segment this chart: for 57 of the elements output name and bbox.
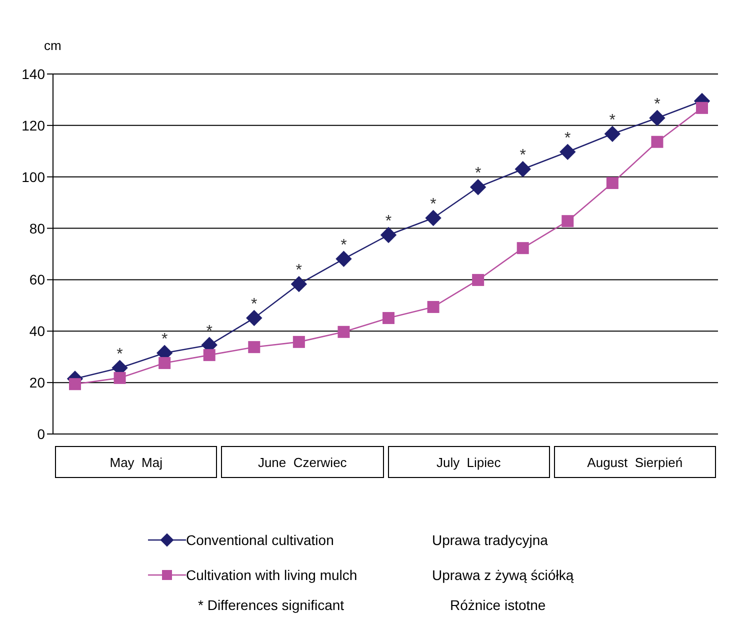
- text: Uprawa z żywą ściółką: [432, 566, 574, 582]
- data-label: *: [116, 346, 123, 363]
- point: [246, 310, 262, 326]
- point: [248, 341, 260, 354]
- point: [427, 300, 440, 313]
- point: [606, 177, 618, 190]
- point: [336, 250, 352, 267]
- point: [380, 226, 397, 244]
- data-label: *: [520, 147, 526, 164]
- y-tick-label: 60: [29, 272, 46, 288]
- point: [470, 179, 486, 196]
- data-label: *: [206, 323, 212, 340]
- point: [514, 161, 531, 178]
- y-tick-label: 20: [29, 374, 46, 391]
- point: [203, 349, 216, 362]
- data-label: *: [654, 96, 660, 113]
- text: July Lipiec: [388, 446, 550, 478]
- data-label: *: [385, 212, 392, 230]
- legend-label: Conventional cultivation: [186, 532, 335, 548]
- point: [604, 126, 621, 142]
- point: [425, 210, 442, 226]
- point: [158, 357, 171, 370]
- y-tick-label: 120: [22, 117, 46, 134]
- data-label: *: [474, 165, 482, 182]
- point: [649, 110, 666, 126]
- text: June Czerwiec: [221, 446, 384, 478]
- point: [560, 144, 576, 160]
- point: [290, 276, 308, 292]
- y-tick-label: 140: [22, 66, 46, 82]
- data-label: *: [251, 296, 258, 314]
- legend-label: Cultivation with living mulch: [186, 566, 358, 582]
- point: [382, 312, 394, 324]
- y-tick-label: 80: [29, 220, 46, 236]
- data-label: *: [161, 331, 168, 348]
- point: [651, 136, 664, 148]
- y-tick-label: 40: [29, 323, 46, 340]
- data-label: *: [340, 236, 347, 254]
- point: [472, 274, 484, 286]
- point: [696, 102, 708, 114]
- y-axis-title: cm: [44, 38, 62, 53]
- point: [114, 372, 126, 384]
- data-label: *: [296, 262, 302, 280]
- text: August Sierpień: [554, 446, 716, 478]
- point: [292, 336, 305, 348]
- data-label: *: [564, 130, 571, 147]
- text: Uprawa tradycyjna: [432, 532, 548, 548]
- text: Różnice istotne: [450, 597, 546, 613]
- point: [562, 215, 574, 228]
- text: May Maj: [55, 446, 218, 478]
- point: [516, 242, 529, 254]
- data-label: *: [430, 196, 436, 213]
- text: * Differences significant: [198, 597, 346, 613]
- point: [69, 378, 81, 390]
- y-tick-label: 100: [22, 168, 46, 185]
- point: [338, 326, 350, 338]
- data-label: *: [609, 112, 616, 129]
- y-tick-label: 0: [37, 426, 46, 442]
